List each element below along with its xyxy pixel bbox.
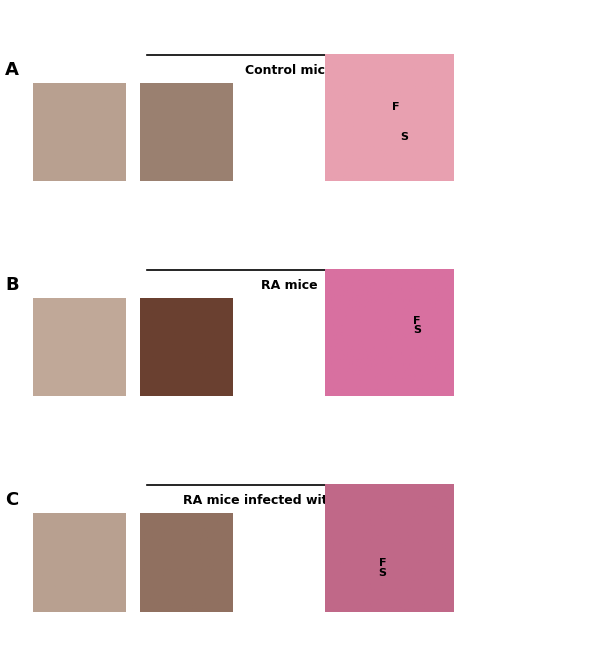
Text: Control mice: Control mice xyxy=(245,64,333,77)
Text: C: C xyxy=(5,491,18,509)
Text: RA mice infected with MHV-68: RA mice infected with MHV-68 xyxy=(183,494,395,507)
Text: S: S xyxy=(378,569,386,578)
Text: F: F xyxy=(392,102,399,112)
Text: B: B xyxy=(5,276,19,294)
Text: A: A xyxy=(5,61,19,79)
Text: S: S xyxy=(413,325,421,335)
Text: S: S xyxy=(401,132,408,142)
Text: RA mice: RA mice xyxy=(260,279,318,292)
Text: F: F xyxy=(378,558,386,568)
Text: F: F xyxy=(414,316,421,326)
